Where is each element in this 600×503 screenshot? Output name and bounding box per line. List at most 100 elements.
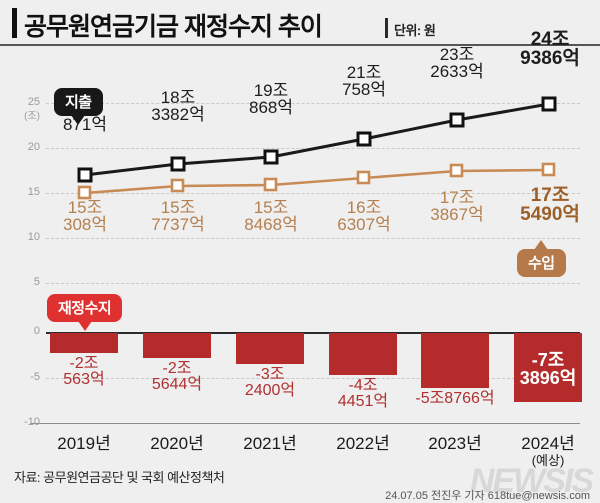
income-label-2023-line2: 3867억 — [430, 205, 484, 225]
gridline-10 — [46, 238, 580, 239]
y-tick-20: 20 — [27, 141, 40, 153]
line-series-svg — [77, 96, 557, 200]
balance-label-2024: -7조 3896억 — [508, 351, 588, 388]
balance-label-2023-line1: -5조8766억 — [415, 390, 495, 407]
expense-badge-label: 지출 — [65, 94, 92, 111]
balance-label-2022: -4조 4451억 — [323, 377, 403, 411]
expense-label-2024-line1: 24조 — [530, 29, 570, 50]
gridline-minus5 — [46, 378, 580, 379]
gridline-zero — [46, 332, 580, 334]
income-label-2022-line2: 6307억 — [337, 215, 391, 235]
expense-label-2022: 21조 758억 — [324, 64, 404, 99]
expense-badge-tail — [71, 115, 86, 125]
income-label-2024-line1: 17조 — [530, 185, 570, 206]
x-label-2022: 2022년 — [336, 434, 390, 453]
y-tick-15: 15 — [27, 186, 40, 198]
x-label-2023: 2023년 — [428, 434, 482, 453]
income-badge: 수입 — [517, 240, 566, 277]
gridline-5 — [46, 283, 580, 284]
income-label-2024-line2: 5490억 — [520, 204, 580, 226]
expense-label-2022-line1: 21조 — [346, 63, 382, 82]
title-accent-bar — [12, 8, 17, 38]
x-label-2020: 2020년 — [150, 434, 204, 453]
income-label-2020-line1: 15조 — [160, 198, 196, 217]
income-label-2020-line2: 7737억 — [151, 215, 205, 235]
balance-badge-tail — [77, 321, 92, 331]
balance-label-2021-line2: 2400억 — [244, 382, 296, 400]
income-markers — [77, 162, 556, 200]
header: 공무원연금기금 재정수지 추이 단위: 원 — [0, 0, 600, 44]
expense-label-2023: 23조 2633억 — [417, 46, 497, 81]
balance-label-2020-line2: 5644억 — [151, 376, 203, 394]
balance-label-2022-line1: -4조 — [348, 377, 378, 394]
page-title: 공무원연금기금 재정수지 추이 — [24, 13, 323, 41]
y-tick-5: 5 — [33, 276, 40, 288]
income-label-2021-line1: 15조 — [253, 198, 289, 217]
x-label-2019: 2019년 — [57, 434, 111, 453]
balance-bar-2023 — [421, 333, 489, 388]
expense-label-2020: 18조 3382억 — [138, 89, 218, 124]
balance-label-2021-line1: -3조 — [255, 366, 285, 383]
income-label-2019-line2: 308억 — [62, 215, 107, 235]
income-label-2022-line1: 16조 — [346, 198, 382, 217]
income-label-2023: 17조 3867억 — [417, 189, 497, 224]
income-label-2019-line1: 15조 — [67, 198, 103, 217]
balance-label-2023: -5조8766억 — [400, 390, 510, 407]
balance-label-2022-line2: 4451억 — [337, 393, 389, 411]
balance-badge-label: 재정수지 — [58, 300, 112, 317]
balance-bar-2019 — [50, 333, 118, 353]
income-line — [84, 168, 550, 195]
income-badge-tail — [534, 240, 549, 250]
expense-label-2021: 19조 868억 — [231, 82, 311, 117]
header-rule — [0, 44, 600, 46]
axis-baseline — [30, 423, 580, 424]
expense-label-2024-line2: 9386억 — [520, 48, 580, 70]
y-tick-25: 25 — [27, 96, 40, 108]
expense-label-2023-line2: 2633억 — [430, 62, 484, 82]
balance-bar-2020 — [143, 333, 211, 358]
balance-bar-2022 — [329, 333, 397, 375]
watermark: NEWSIS — [469, 462, 594, 500]
expense-markers — [77, 96, 557, 183]
y-tick-10: 10 — [27, 231, 40, 243]
balance-badge: 재정수지 — [47, 294, 123, 331]
credit-note: 24.07.05 전진우 기자 618tue@newsis.com — [385, 490, 590, 502]
balance-label-2020-line1: -2조 — [162, 360, 192, 377]
balance-bar-2024 — [514, 333, 582, 402]
expense-label-2020-line1: 18조 — [160, 88, 196, 107]
income-badge-label: 수입 — [528, 255, 555, 272]
income-label-2019: 15조 308억 — [45, 199, 125, 234]
y-tick-minus5: -5 — [30, 371, 40, 383]
unit-label: 단위: 원 — [394, 23, 436, 38]
income-label-2024: 17조 5490억 — [508, 186, 592, 225]
y-tick-minus10: -10 — [24, 416, 40, 428]
balance-label-2019-line2: 563억 — [63, 371, 105, 389]
source-note: 자료: 공무원연금공단 및 국회 예산정책처 — [14, 470, 225, 485]
expense-line — [84, 102, 550, 177]
x-label-2021: 2021년 — [243, 434, 297, 453]
expense-badge: 지출 — [54, 88, 103, 125]
expense-label-2023-line1: 23조 — [439, 45, 475, 64]
income-label-2020: 15조 7737억 — [138, 199, 218, 234]
gridline-15 — [46, 193, 580, 194]
expense-label-2022-line2: 758억 — [341, 80, 386, 100]
expense-label-2021-line1: 19조 — [253, 81, 289, 100]
expense-label-2024: 24조 9386억 — [509, 30, 591, 69]
income-label-2023-line1: 17조 — [439, 188, 475, 207]
unit-divider — [385, 18, 388, 38]
expense-label-2020-line2: 3382억 — [151, 105, 205, 125]
balance-label-2019: -2조 563억 — [44, 355, 124, 389]
income-label-2022: 16조 6307억 — [324, 199, 404, 234]
balance-label-2024-line1: -7조 — [531, 350, 565, 370]
balance-label-2020: -2조 5644억 — [137, 360, 217, 394]
balance-bar-2021 — [236, 333, 304, 364]
chart-area: 25 (조) 20 15 10 5 0 -5 -10 — [0, 30, 600, 431]
income-label-2021: 15조 8468억 — [231, 199, 311, 234]
x-label-2024: 2024년 — [521, 434, 575, 453]
balance-label-2024-line2: 3896억 — [519, 368, 577, 389]
income-label-2021-line2: 8468억 — [244, 215, 298, 235]
y-axis-unit: (조) — [24, 111, 40, 122]
balance-label-2019-line1: -2조 — [69, 355, 99, 372]
gridline-25 — [46, 103, 580, 104]
